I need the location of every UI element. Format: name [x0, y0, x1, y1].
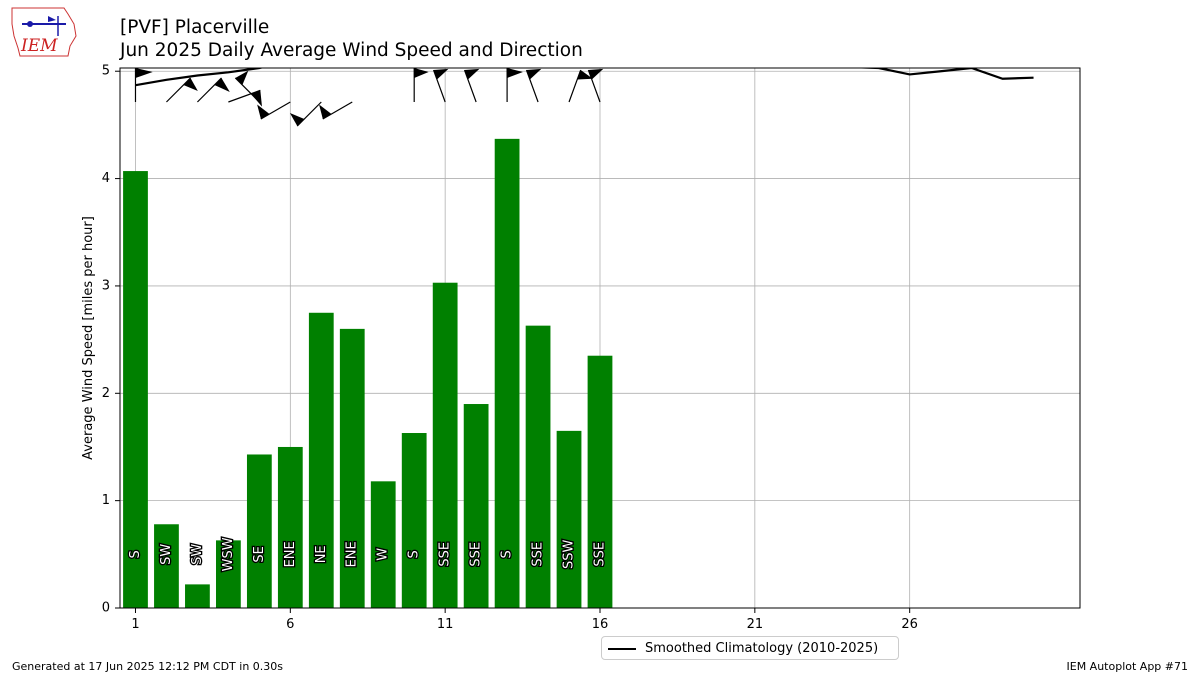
- direction-label: ENE: [345, 541, 360, 567]
- logo-text: IEM: [20, 36, 58, 56]
- y-axis-label: Average Wind Speed [miles per hour]: [81, 216, 96, 460]
- legend-label: Smoothed Climatology (2010-2025): [645, 641, 879, 656]
- wind-speed-bar: [401, 433, 427, 608]
- x-tick-label: 21: [747, 617, 764, 632]
- y-tick-label: 1: [102, 493, 110, 508]
- wind-speed-bar: [185, 584, 210, 608]
- climatology-line: [135, 68, 1034, 87]
- bars-layer: S SW SW WSW SE ENE NE ENE W S SSE SSE S SSE SSW SSE: [123, 138, 613, 609]
- direction-label: SSE: [531, 542, 546, 567]
- y-tick-label: 4: [102, 171, 110, 186]
- wind-speed-bar: [339, 328, 365, 608]
- direction-label: SE: [252, 546, 267, 562]
- direction-label: ENE: [283, 541, 298, 567]
- x-tick-label: 26: [901, 617, 918, 632]
- direction-label: S: [407, 550, 422, 558]
- wind-barb: [432, 68, 449, 103]
- direction-label: S: [128, 550, 143, 558]
- wind-speed-bar: [432, 282, 458, 608]
- x-tick-label: 6: [286, 617, 294, 632]
- wind-speed-bar: [277, 446, 303, 608]
- app-footer: IEM Autoplot App #71: [1066, 660, 1189, 673]
- x-tick-label: 11: [437, 617, 454, 632]
- chart-title: [PVF] Placerville: [120, 17, 270, 38]
- direction-label: W: [376, 548, 391, 561]
- wind-barb: [525, 68, 542, 103]
- wind-speed-bar: [525, 325, 551, 608]
- y-tick-label: 2: [102, 386, 110, 401]
- legend-line-swatch: [608, 648, 636, 650]
- wind-speed-bar: [556, 430, 582, 608]
- wind-speed-bar: [308, 312, 334, 608]
- direction-label: WSW: [221, 537, 236, 571]
- chart-subtitle: Jun 2025 Daily Average Wind Speed and Di…: [120, 40, 583, 61]
- direction-label: NE: [314, 545, 329, 563]
- wind-speed-bar: [587, 355, 613, 608]
- generated-footer: Generated at 17 Jun 2025 12:12 PM CDT in…: [12, 660, 284, 673]
- wind-speed-bar: [216, 540, 241, 608]
- wind-barb: [506, 68, 523, 102]
- x-tick-label: 16: [592, 617, 609, 632]
- y-tick-label: 3: [102, 278, 110, 293]
- direction-label: SW: [159, 544, 174, 565]
- wind-barb: [463, 68, 480, 103]
- wind-barb: [196, 77, 230, 103]
- wind-barb: [413, 68, 429, 102]
- wind-barb: [234, 70, 260, 103]
- wind-speed-bar: [246, 454, 272, 608]
- wind-barb: [257, 101, 291, 120]
- y-tick-label: 5: [102, 64, 110, 79]
- wind-barb: [134, 68, 153, 102]
- direction-label: S: [500, 550, 515, 558]
- wind-barb: [587, 68, 604, 103]
- wind-barb: [289, 101, 322, 127]
- wind-speed-bar: [154, 524, 179, 608]
- wind-barb: [166, 77, 198, 103]
- direction-label: SSE: [469, 542, 484, 567]
- wind-barb: [568, 69, 593, 103]
- direction-label: SW: [190, 544, 205, 565]
- y-tick-label: 0: [102, 601, 110, 616]
- climatology-layer: [135, 68, 1034, 87]
- x-tick-label: 1: [131, 617, 139, 632]
- wind-speed-bar: [463, 404, 489, 608]
- wind-speed-bar: [370, 481, 396, 608]
- wind-speed-bar: [123, 171, 148, 608]
- direction-label: SSW: [562, 539, 577, 569]
- iem-logo: IEM: [11, 7, 77, 57]
- legend: Smoothed Climatology (2010-2025): [601, 636, 899, 660]
- direction-label: SSE: [438, 542, 453, 567]
- wind-speed-bar: [494, 138, 520, 609]
- wind-barb: [319, 101, 353, 120]
- direction-label: SSE: [593, 542, 608, 567]
- wind-barbs-layer: [134, 68, 604, 127]
